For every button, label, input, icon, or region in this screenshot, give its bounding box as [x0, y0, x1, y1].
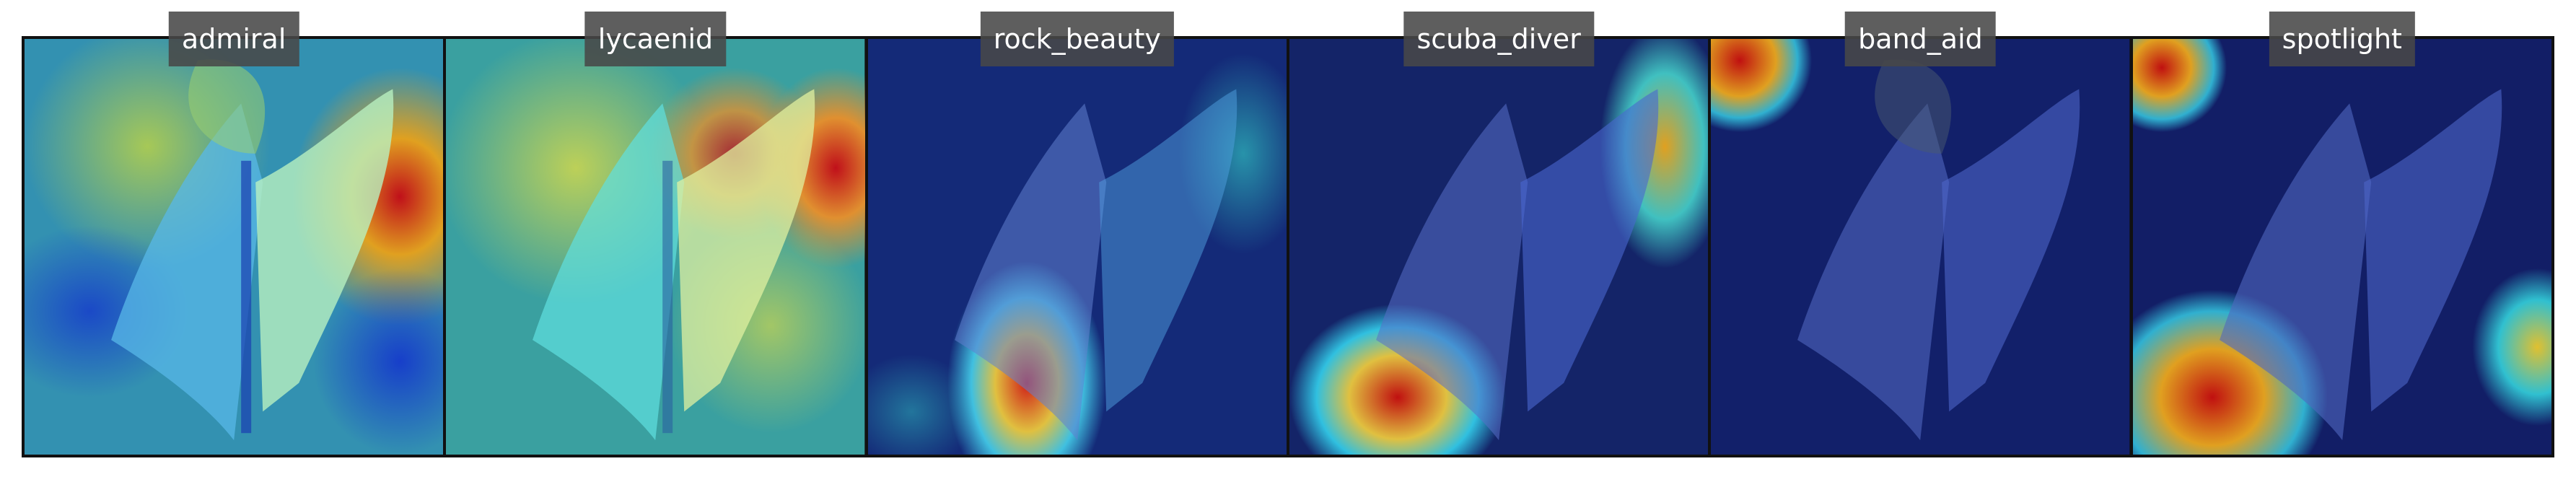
- panel-label: rock_beauty: [980, 12, 1174, 66]
- heatmap-image: [25, 39, 444, 455]
- heatmap-image: [2132, 39, 2551, 455]
- panel-admiral: admiral: [25, 12, 447, 455]
- panel-label: scuba_diver: [1403, 12, 1594, 66]
- panel-label: spotlight: [2269, 12, 2415, 66]
- panel-lycaenid: lycaenid: [446, 12, 868, 455]
- panel-label: admiral: [168, 12, 299, 66]
- panel-spotlight: spotlight: [2132, 12, 2551, 455]
- heatmap-image: [1289, 39, 1709, 455]
- panel-scuba-diver: scuba_diver: [1289, 12, 1712, 455]
- panel-label: lycaenid: [584, 12, 727, 66]
- panel-band-aid: band_aid: [1711, 12, 2133, 455]
- heatmap-image: [867, 39, 1287, 455]
- saliency-panel-strip: admiral: [22, 12, 2554, 457]
- panel-label: band_aid: [1845, 12, 1996, 66]
- heatmap-image: [1711, 39, 2130, 455]
- panel-rock-beauty: rock_beauty: [867, 12, 1289, 455]
- heatmap-image: [446, 39, 865, 455]
